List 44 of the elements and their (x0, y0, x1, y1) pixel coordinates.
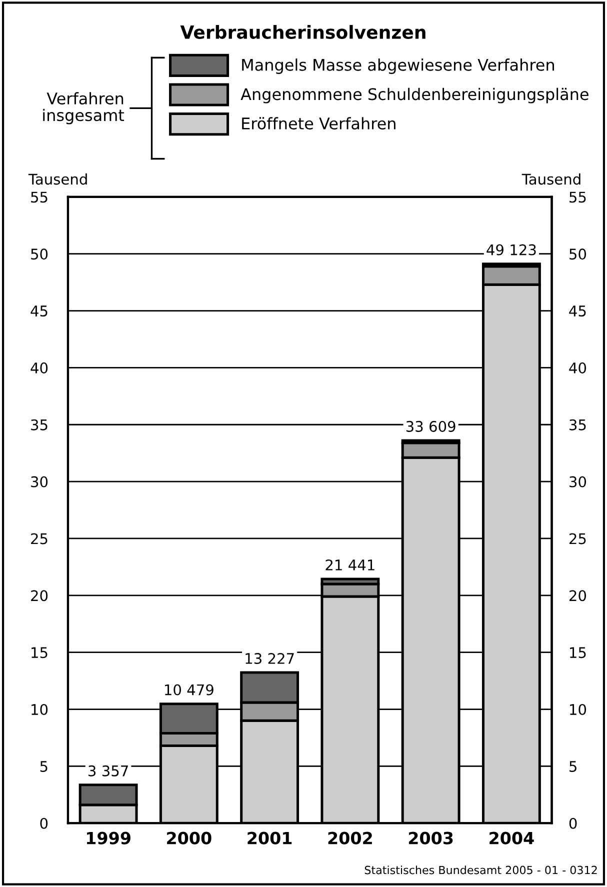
total-label: 21 441 (326, 559, 374, 570)
x-tick-label: 2001 (248, 832, 292, 844)
y-tick-label: 35 (31, 419, 48, 430)
y2-tick-label: 45 (569, 306, 586, 317)
y2-tick-label: 35 (570, 419, 586, 430)
y2-tick-label: 20 (570, 590, 586, 602)
y2-tick-label: 50 (570, 248, 586, 260)
total-label: 49 123 (486, 244, 536, 256)
y-tick-label: 45 (30, 306, 48, 317)
y-axis-title: Tausend (28, 173, 87, 185)
y-tick-label: 25 (31, 533, 48, 544)
y-tick-label: 55 (31, 192, 48, 203)
total-label: 10 479 (165, 684, 214, 696)
y2-tick-label: 25 (570, 533, 586, 544)
y-tick-label: 50 (31, 248, 48, 260)
y-tick-label: 30 (31, 476, 48, 488)
y2-tick-label: 5 (570, 761, 576, 772)
y-tick-label: 0 (40, 818, 48, 829)
text: Statistisches Bundesamt 2005 - 01 - 0312 (364, 866, 597, 874)
y-tick-label: 40 (30, 362, 48, 374)
total-label: 33 609 (406, 420, 456, 432)
chart-title: Verbraucherinsolvenzen (180, 24, 426, 39)
y-tick-label: 20 (31, 590, 48, 602)
y-tick-label: 15 (32, 647, 48, 658)
x-tick-label: 1999 (86, 832, 130, 844)
x-tick-label: 2002 (328, 832, 372, 844)
legend-title: Verfahren insgesamt (43, 92, 124, 124)
legend-label: Eröffnete Verfahren (242, 117, 396, 130)
y2-tick-label: 30 (570, 476, 586, 488)
legend-label: Mangels Masse abgewiesene Verfahren (242, 58, 554, 74)
y2-axis-title: Tausend (522, 173, 580, 185)
x-tick-label: 2000 (167, 832, 212, 844)
x-tick-label: 2003 (408, 832, 453, 844)
y2-tick-label: 0 (569, 818, 577, 829)
legend-label: Angenommene Schuldenbereinigungspläne (240, 88, 588, 104)
y2-tick-label: 55 (570, 192, 586, 203)
y2-tick-label: 10 (570, 704, 586, 716)
y-tick-label: 5 (40, 761, 48, 772)
total-label: 13 227 (246, 652, 294, 664)
y2-tick-label: 40 (569, 362, 586, 374)
total-label: 3 357 (88, 765, 128, 776)
y2-tick-label: 15 (570, 647, 586, 658)
x-tick-label: 2004 (490, 832, 534, 844)
y-tick-label: 10 (32, 704, 48, 716)
